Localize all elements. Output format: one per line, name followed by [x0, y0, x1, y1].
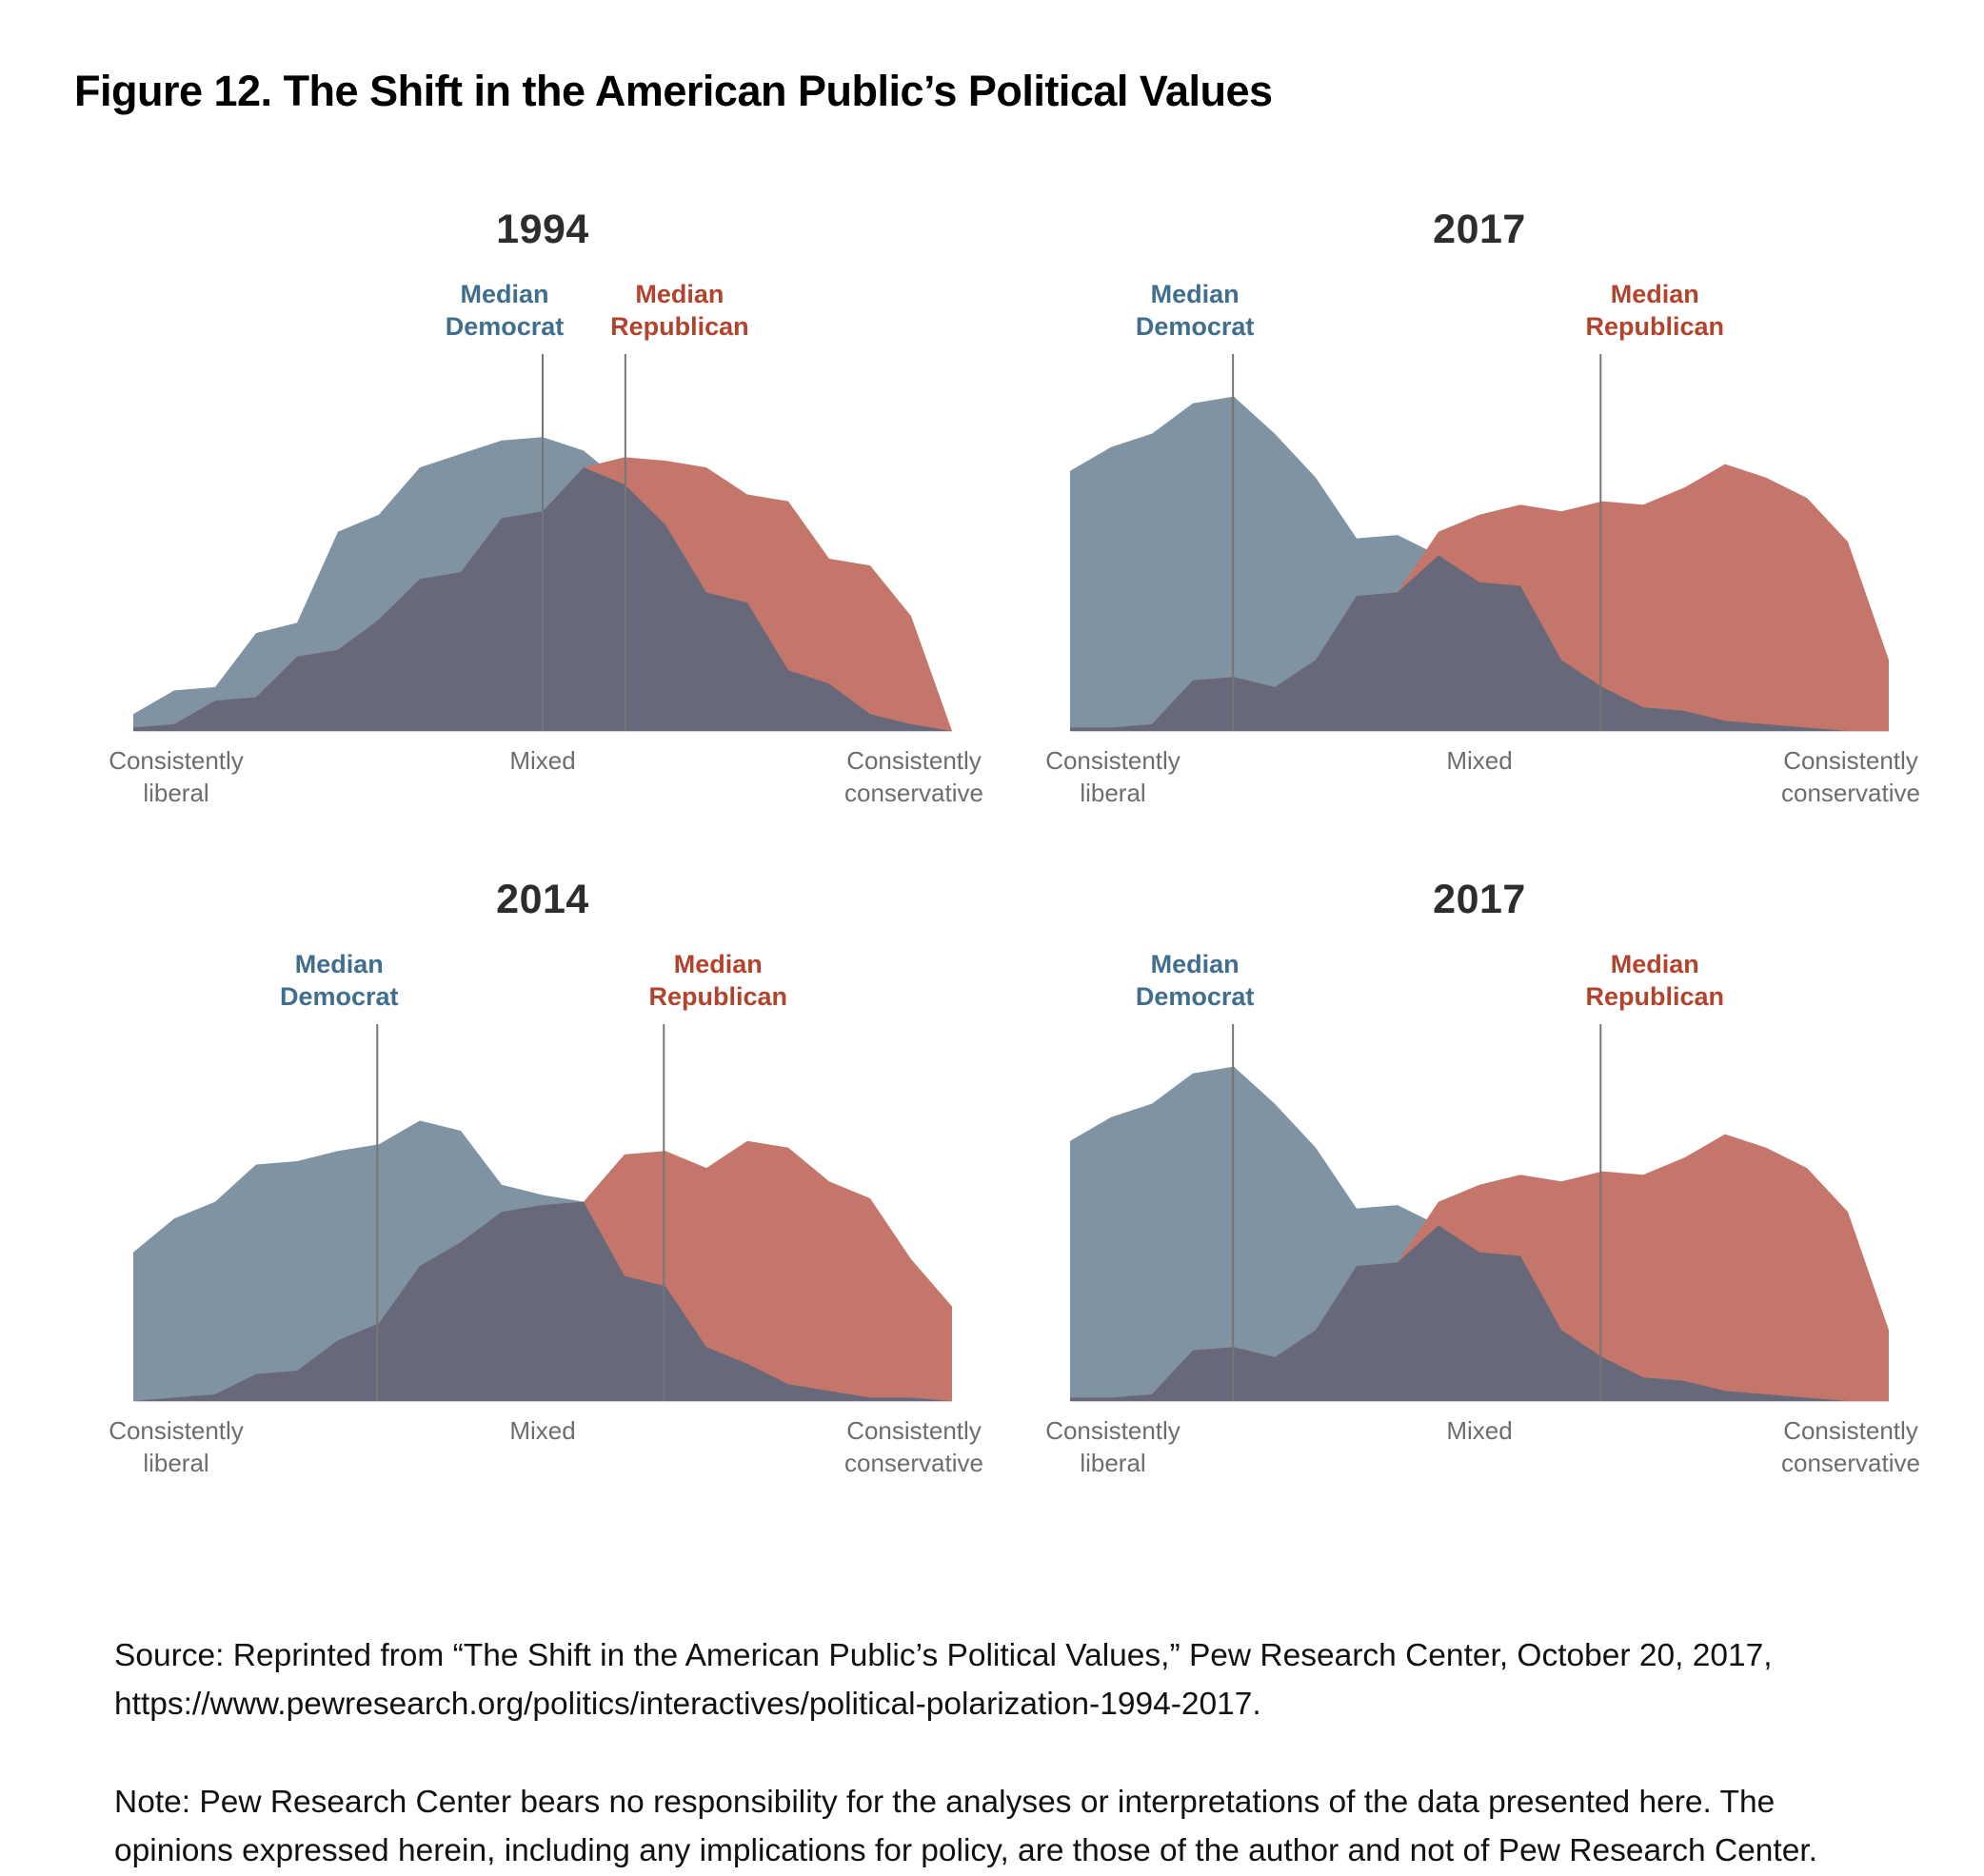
overlap-area — [133, 1201, 952, 1401]
median-republican-label: Median Republican — [1586, 950, 1725, 1011]
median-democrat-label: Median Democrat — [1136, 280, 1255, 341]
distribution-chart-2014: Median Democrat Median Republican Consistent… — [109, 950, 983, 1477]
median-republican-label: Median Republican — [1586, 280, 1725, 341]
x-axis-label-0: Consistently liberal — [1045, 1416, 1180, 1477]
overlap-area — [1070, 555, 1889, 731]
panel-year-title: 1994 — [496, 207, 589, 252]
distribution-chart-1994: Median Democrat Median Republican Consistent… — [109, 280, 983, 807]
x-axis-label-0: Consistently liberal — [109, 746, 244, 807]
x-axis-label-1: Mixed — [509, 746, 575, 775]
median-democrat-label: Median Democrat — [446, 280, 565, 341]
chart-panel-1994: 1994 Median Democrat Median Republican Consi… — [109, 207, 983, 823]
x-axis-label-1: Mixed — [1446, 746, 1512, 775]
overlap-area — [1070, 1225, 1889, 1401]
x-axis-label-0: Consistently liberal — [1045, 746, 1180, 807]
x-axis-label-1: Mixed — [509, 1416, 575, 1445]
distribution-chart-2017-top: Median Democrat Median Republican Consistent… — [1045, 280, 1920, 807]
note-text: Note: Pew Research Center bears no respo… — [114, 1784, 1817, 1868]
median-republican-label: Median Republican — [649, 950, 788, 1011]
x-axis-label-0: Consistently liberal — [109, 1416, 244, 1477]
panels-grid: 1994 Median Democrat Median Republican Consi… — [74, 207, 1920, 1547]
median-democrat-label: Median Democrat — [1136, 950, 1255, 1011]
x-axis-label-1: Mixed — [1446, 1416, 1512, 1445]
median-republican-label: Median Republican — [610, 280, 749, 341]
democrat-area — [1070, 396, 1889, 731]
panel-year-title: 2017 — [1433, 877, 1526, 922]
chart-panel-2017-bottom: 2017 Median Democrat Median Republican Consi… — [1045, 877, 1920, 1493]
panel-year-title: 2014 — [496, 877, 589, 922]
chart-panel-2014: 2014 Median Democrat Median Republican Consi… — [109, 877, 983, 1493]
distribution-chart-2017-bottom: Median Democrat Median Republican Consistent… — [1045, 950, 1920, 1477]
source-text: Source: Reprinted from “The Shift in the… — [114, 1638, 1773, 1722]
figure-title: Figure 12. The Shift in the American Pub… — [74, 67, 1273, 115]
x-axis-label-2: Consistently conservative — [1781, 1416, 1920, 1477]
panel-year-title: 2017 — [1433, 207, 1526, 252]
x-axis-label-2: Consistently conservative — [844, 1416, 983, 1477]
median-democrat-label: Median Democrat — [280, 950, 399, 1011]
x-axis-label-2: Consistently conservative — [1781, 746, 1920, 807]
chart-panel-2017-top: 2017 Median Democrat Median Republican Consi… — [1045, 207, 1920, 823]
democrat-area — [1070, 1066, 1889, 1401]
x-axis-label-2: Consistently conservative — [844, 746, 983, 807]
